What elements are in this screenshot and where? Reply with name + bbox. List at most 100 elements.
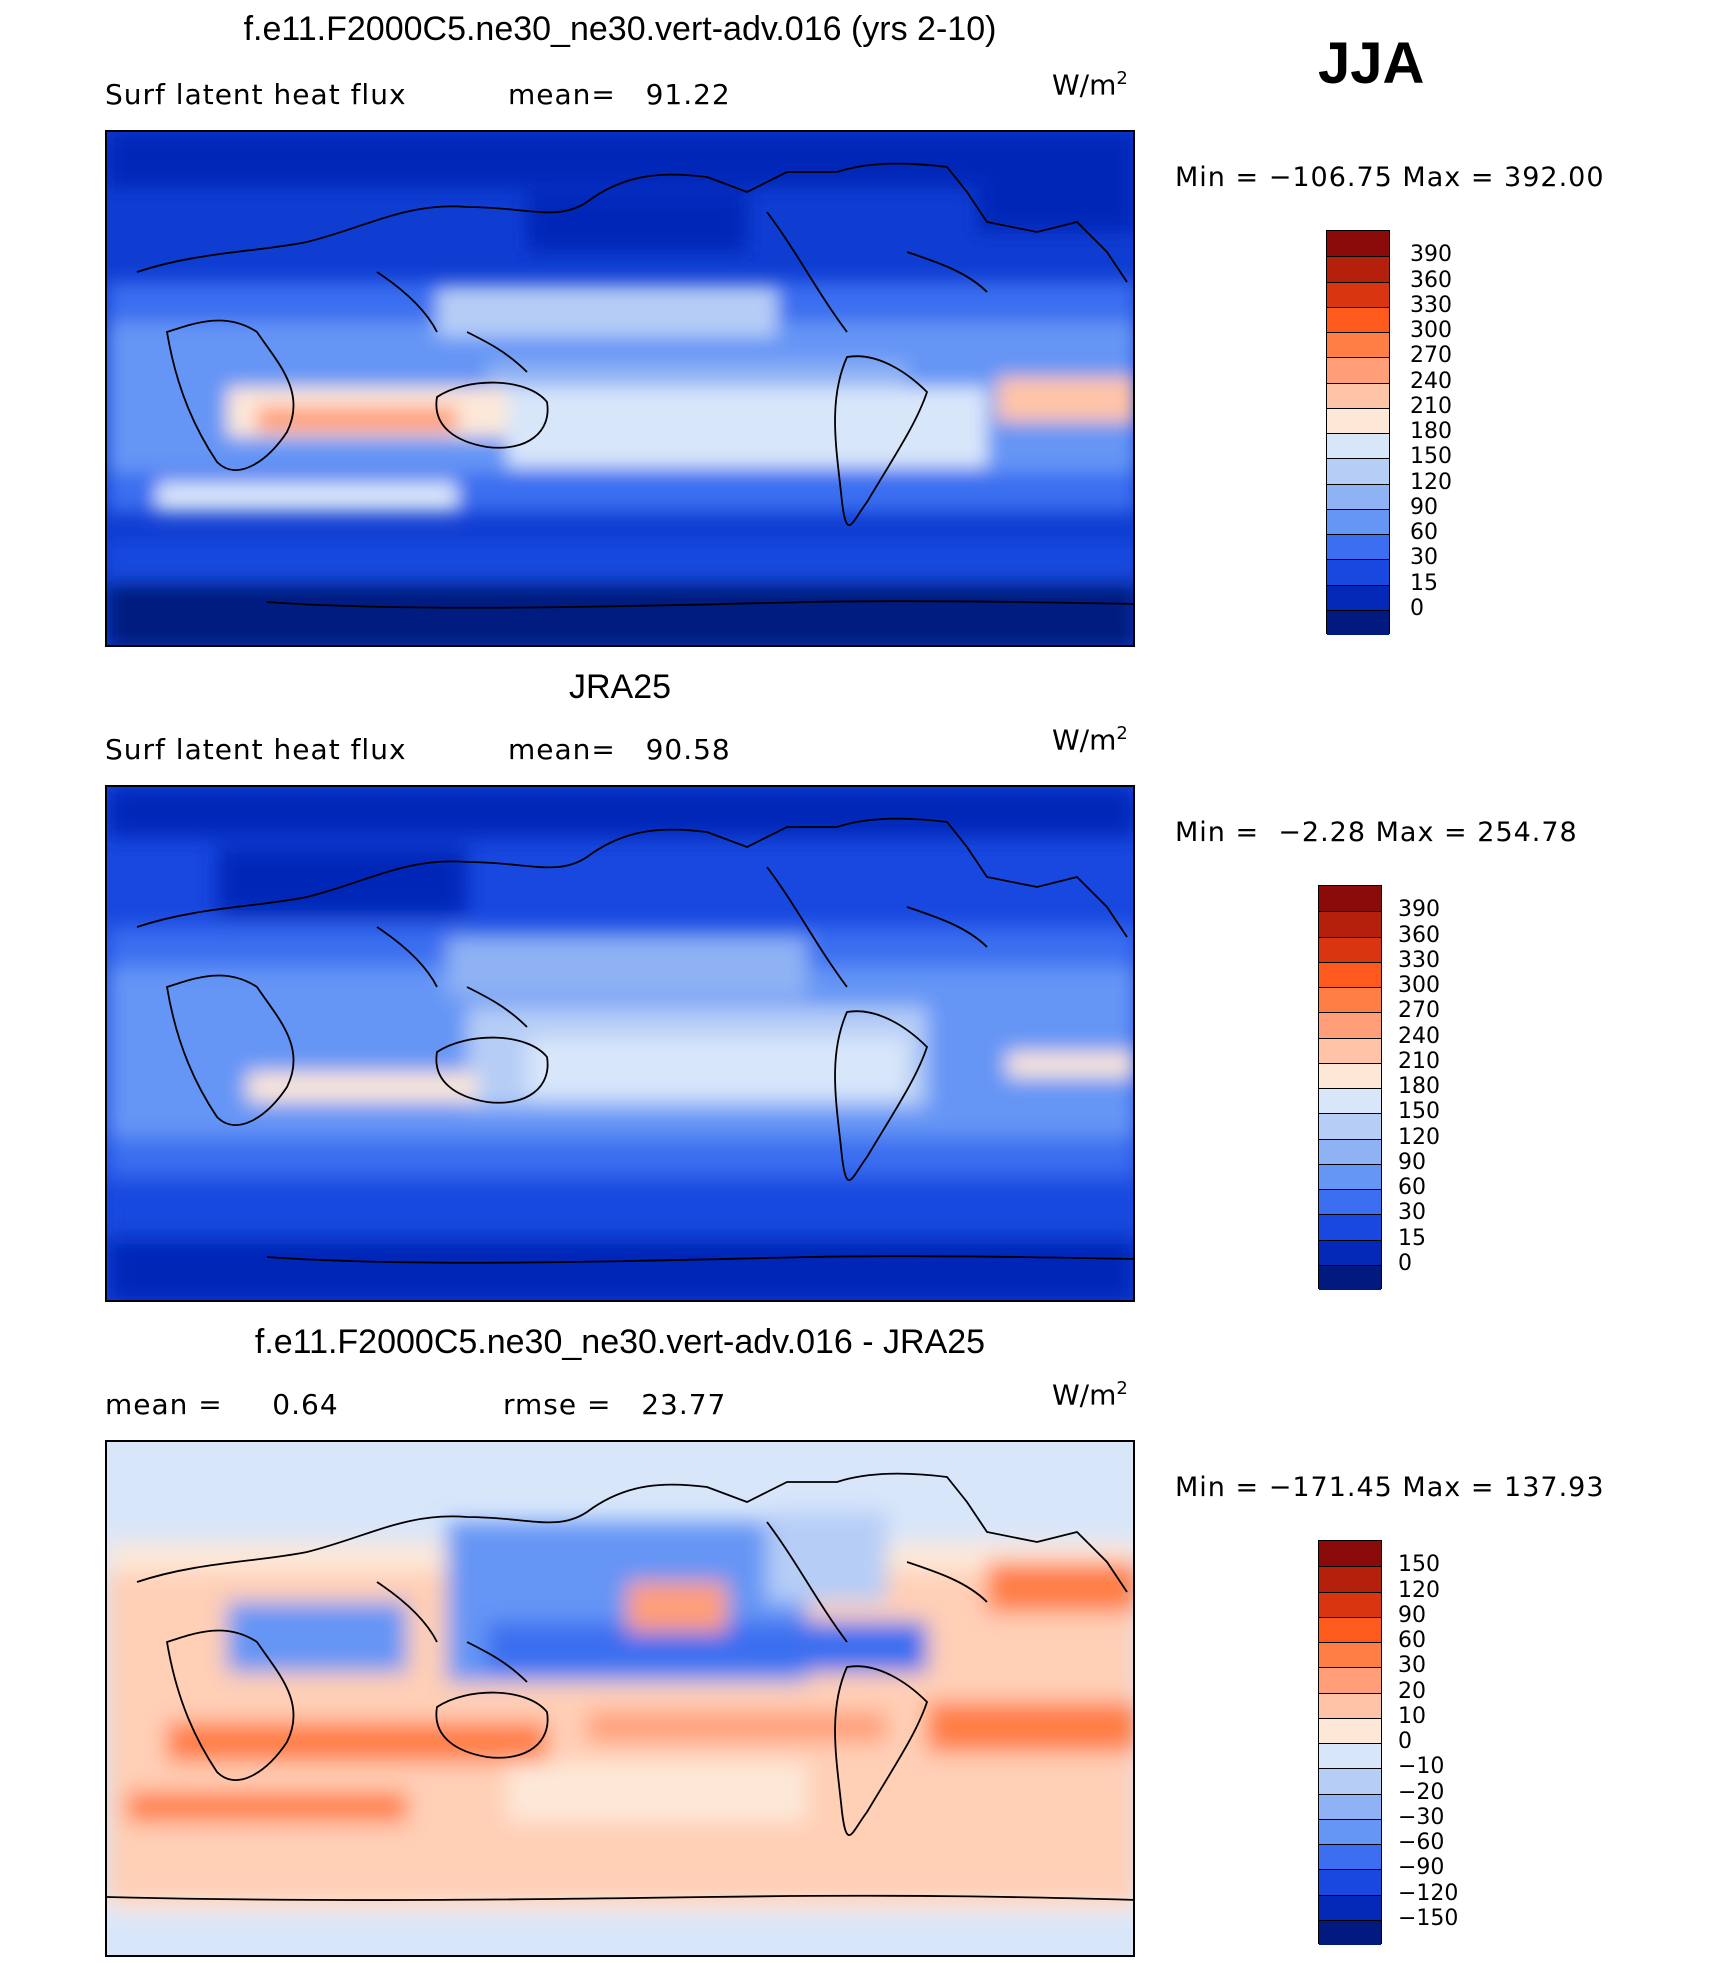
colorbar-swatch [1319, 1793, 1381, 1819]
colorbar-swatch [1327, 584, 1389, 610]
colorbar-swatch [1319, 1894, 1381, 1920]
colorbar-swatch [1319, 1642, 1381, 1668]
panel-3-max-value: 137.93 [1504, 1472, 1605, 1503]
colorbar-swatch [1327, 458, 1389, 484]
colorbar-level-label: 30 [1398, 1200, 1426, 1226]
colorbar-level-label: 15 [1398, 1225, 1426, 1251]
colorbar-level-label: 120 [1410, 469, 1452, 495]
colorbar-level-label: 180 [1410, 419, 1452, 444]
panel-3-rmse-value: 23.77 [641, 1388, 727, 1421]
colorbar-level-label: 60 [1398, 1628, 1426, 1653]
colorbar-swatch [1327, 382, 1389, 408]
colorbar-swatch [1319, 1692, 1381, 1718]
panel-1-colorbar-swatches [1326, 230, 1390, 635]
panel-2-colorbar-swatches [1318, 885, 1382, 1290]
colorbar-swatch [1327, 483, 1389, 509]
panel-2-mean-value: 90.58 [645, 733, 731, 766]
colorbar-level-label: 0 [1398, 1729, 1412, 1754]
season-label: JJA [1318, 31, 1425, 96]
colorbar-swatch [1319, 1591, 1381, 1617]
colorbar-swatch [1327, 609, 1389, 635]
panel-3-map [105, 1440, 1135, 1957]
panel-1-map [105, 130, 1135, 647]
colorbar-level-label: 180 [1398, 1074, 1440, 1099]
panel-1-variable-label: Surf latent heat flux [105, 78, 407, 111]
colorbar-swatch [1319, 961, 1381, 987]
panel-2-title: JRA25 [568, 668, 672, 706]
colorbar-level-label: 360 [1398, 922, 1440, 948]
panel-2-mean-label: mean= 90.58 [508, 733, 731, 766]
colorbar-level-label: 240 [1398, 1023, 1440, 1049]
colorbar-swatch [1327, 508, 1389, 534]
colorbar-level-label: −20 [1398, 1779, 1445, 1805]
panel-1-units: W/m2 [1052, 68, 1128, 102]
panel-2-minmax: Min = −2.28 Max = 254.78 [1175, 817, 1578, 848]
colorbar-swatch [1319, 1818, 1381, 1844]
colorbar-swatch [1319, 1088, 1381, 1114]
colorbar-swatch [1327, 407, 1389, 433]
colorbar-swatch [1319, 1264, 1381, 1290]
colorbar-swatch [1319, 1869, 1381, 1895]
colorbar-level-label: 150 [1410, 444, 1452, 470]
panel-2-variable-label: Surf latent heat flux [105, 733, 407, 766]
colorbar-swatch [1319, 1616, 1381, 1642]
colorbar-swatch [1327, 256, 1389, 282]
panel-3-colorbar-swatches [1318, 1540, 1382, 1945]
colorbar-swatch [1319, 1717, 1381, 1743]
colorbar-swatch [1327, 231, 1389, 257]
panel-1-mean-label: mean= 91.22 [508, 78, 731, 111]
colorbar-level-label: 210 [1398, 1048, 1440, 1074]
colorbar-swatch [1319, 886, 1381, 912]
colorbar-level-label: 90 [1398, 1149, 1426, 1175]
colorbar-swatch [1319, 1919, 1381, 1945]
colorbar-swatch [1319, 911, 1381, 937]
panel-1-min-value: −106.75 [1268, 162, 1393, 193]
colorbar-swatch [1327, 306, 1389, 332]
colorbar-swatch [1319, 1214, 1381, 1240]
panel-2-map [105, 785, 1135, 1302]
panel-3-rmse-label: rmse = 23.77 [503, 1388, 727, 1421]
colorbar-level-label: 210 [1410, 393, 1452, 419]
panel-3-units: W/m2 [1052, 1378, 1128, 1412]
colorbar-level-label: 300 [1398, 973, 1440, 998]
colorbar-swatch [1319, 1239, 1381, 1265]
panel-2-min-value: −2.28 [1278, 817, 1367, 848]
panel-1-mean-value: 91.22 [645, 78, 731, 111]
colorbar-level-label: 270 [1398, 998, 1440, 1024]
colorbar-level-label: 300 [1410, 318, 1452, 343]
colorbar-level-label: 0 [1398, 1250, 1412, 1276]
colorbar-swatch [1319, 1163, 1381, 1189]
colorbar-swatch [1327, 281, 1389, 307]
colorbar-level-label: 90 [1398, 1602, 1426, 1628]
colorbar-level-label: −60 [1398, 1830, 1445, 1855]
colorbar-swatch [1319, 1037, 1381, 1063]
colorbar-swatch [1327, 332, 1389, 358]
colorbar-level-label: 270 [1410, 343, 1452, 369]
colorbar-level-label: 20 [1398, 1678, 1426, 1704]
colorbar-swatch [1319, 1566, 1381, 1592]
colorbar-swatch [1319, 1113, 1381, 1139]
colorbar-swatch [1327, 534, 1389, 560]
colorbar-level-label: 150 [1398, 1099, 1440, 1125]
colorbar-level-label: −120 [1398, 1880, 1459, 1906]
colorbar-swatch [1319, 1743, 1381, 1769]
panel-3-minmax: Min = −171.45 Max = 137.93 [1175, 1472, 1605, 1503]
colorbar-swatch [1319, 1062, 1381, 1088]
colorbar-level-label: 60 [1410, 520, 1438, 545]
colorbar-level-label: 150 [1398, 1552, 1440, 1578]
colorbar-swatch [1327, 559, 1389, 585]
colorbar-level-label: −150 [1398, 1905, 1459, 1931]
colorbar-swatch [1319, 1012, 1381, 1038]
panel-3-mean-value: 0.64 [272, 1388, 339, 1421]
colorbar-level-label: −90 [1398, 1855, 1445, 1881]
colorbar-level-label: −10 [1398, 1754, 1445, 1780]
panel-3-min-value: −171.45 [1268, 1472, 1393, 1503]
colorbar-level-label: 120 [1398, 1124, 1440, 1150]
colorbar-level-label: 60 [1398, 1175, 1426, 1200]
panel-2-max-value: 254.78 [1477, 817, 1578, 848]
panel-2-units: W/m2 [1052, 723, 1128, 757]
panel-3-title: f.e11.F2000C5.ne30_ne30.vert-adv.016 - J… [254, 1323, 986, 1361]
colorbar-swatch [1327, 357, 1389, 383]
colorbar-swatch [1319, 987, 1381, 1013]
colorbar-swatch [1319, 1844, 1381, 1870]
